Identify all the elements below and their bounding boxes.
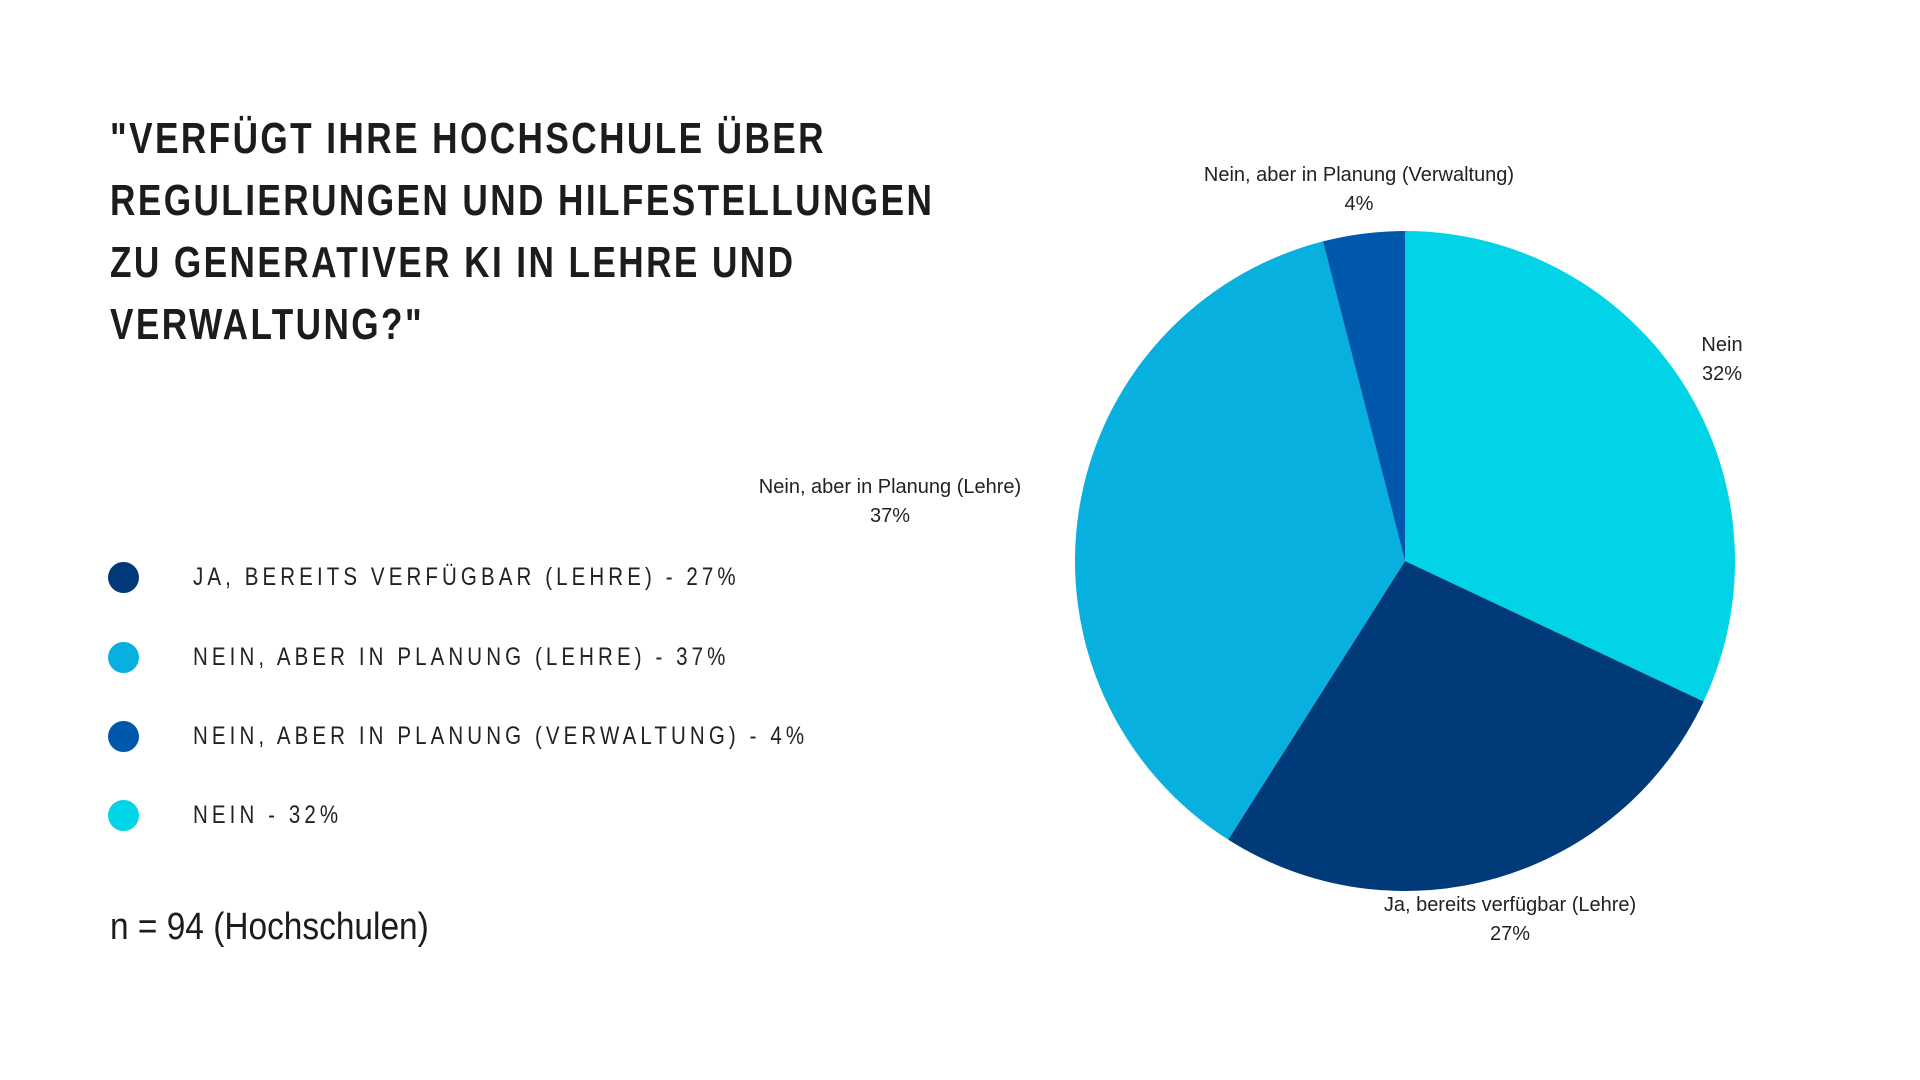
title-line: "VERFÜGT IHRE HOCHSCHULE ÜBER xyxy=(110,114,827,163)
pie-slice-1 xyxy=(1228,561,1704,891)
legend-item: NEIN - 32% xyxy=(108,799,375,831)
chart-title: "VERFÜGT IHRE HOCHSCHULE ÜBER REGULIERUN… xyxy=(110,108,990,356)
slice-label-text: Nein, aber in Planung (Lehre) xyxy=(758,476,1022,498)
legend-dot xyxy=(108,641,139,673)
title-line: VERWALTUNG?" xyxy=(110,300,425,349)
legend-label: NEIN - 32% xyxy=(193,800,343,829)
slice-value-label: 32% xyxy=(1701,363,1743,385)
legend-item: JA, BEREITS VERFÜGBAR (LEHRE) - 27% xyxy=(108,561,860,593)
legend-item: NEIN, ABER IN PLANUNG (LEHRE) - 37% xyxy=(108,641,847,673)
slice-value-label: 37% xyxy=(869,505,911,527)
slice-label-text: Nein xyxy=(1701,334,1743,356)
slice-label-ja-lehre: Ja, bereits verfügbar (Lehre) 27% xyxy=(1384,891,1636,949)
slice-label-planung-lehre: Nein, aber in Planung (Lehre) 37% xyxy=(759,473,1021,531)
legend-dot xyxy=(108,799,139,831)
slice-label-planung-verwaltung: Nein, aber in Planung (Verwaltung) 4% xyxy=(1204,161,1514,219)
title-line: ZU GENERATIVER KI IN LEHRE UND xyxy=(110,238,796,287)
pie-slice-3 xyxy=(1322,231,1405,561)
legend-label: NEIN, ABER IN PLANUNG (LEHRE) - 37% xyxy=(193,642,730,671)
slice-value-label: 27% xyxy=(1489,923,1531,945)
title-line: REGULIERUNGEN UND HILFESTELLUNGEN xyxy=(110,176,935,225)
pie-slice-0 xyxy=(1405,231,1735,702)
slice-value-label: 4% xyxy=(1344,193,1374,215)
legend-label: JA, BEREITS VERFÜGBAR (LEHRE) - 27% xyxy=(193,562,740,591)
sample-size-note: n = 94 (Hochschulen) xyxy=(110,906,429,948)
slice-label-nein: Nein 32% xyxy=(1701,331,1742,389)
slice-label-text: Ja, bereits verfügbar (Lehre) xyxy=(1383,894,1637,916)
pie-slice-2 xyxy=(1074,241,1405,840)
slice-label-text: Nein, aber in Planung (Verwaltung) xyxy=(1203,164,1515,186)
legend-dot xyxy=(108,561,139,593)
legend-dot xyxy=(108,720,139,752)
legend-label: NEIN, ABER IN PLANUNG (VERWALTUNG) - 4% xyxy=(193,721,809,750)
legend-item: NEIN, ABER IN PLANUNG (VERWALTUNG) - 4% xyxy=(108,720,943,752)
